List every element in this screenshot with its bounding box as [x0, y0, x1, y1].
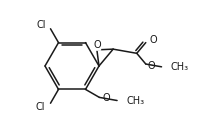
Text: O: O: [150, 35, 157, 45]
Text: CH₃: CH₃: [126, 96, 144, 105]
Text: CH₃: CH₃: [170, 62, 189, 72]
Text: O: O: [102, 93, 110, 103]
Text: O: O: [93, 40, 101, 50]
Text: Cl: Cl: [36, 20, 46, 30]
Text: O: O: [148, 61, 155, 71]
Text: Cl: Cl: [36, 102, 46, 112]
